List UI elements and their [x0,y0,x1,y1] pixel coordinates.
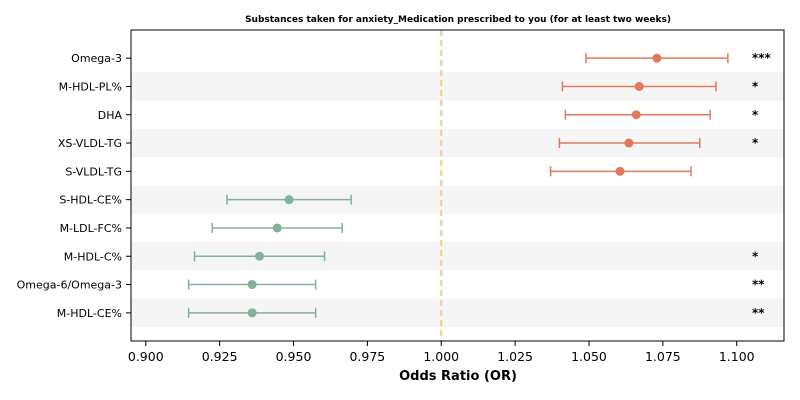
or-point [631,110,641,120]
x-tick-label: 0.975 [349,349,385,364]
markers [187,53,729,318]
or-point [634,81,644,91]
or-point [624,138,634,148]
ci-marker [187,307,317,318]
x-tick-label: 0.950 [276,349,312,364]
y-axis: Omega-3 M-HDL-PL% DHA XS-VLDL-TG S-VLDL-TG S-… [17,52,131,320]
ci-marker [561,81,717,92]
plot-frame [130,29,785,342]
or-point [247,308,257,318]
y-tick-label: DHA [98,109,123,122]
y-tick-label: Omega-3 [71,52,122,65]
chart-title: Substances taken for anxiety_Medication … [245,15,671,25]
significance-label: * [752,108,759,122]
y-tick-label: XS-VLDL-TG [58,137,122,150]
or-point [255,251,265,261]
x-axis-label: Odds Ratio (OR) [399,369,517,384]
x-tick-label: 1.025 [497,349,533,364]
y-tick-label: M-HDL-C% [64,250,122,263]
ci-marker [211,222,344,233]
y-tick-label: M-LDL-FC% [60,222,122,235]
significance-labels: *********** [752,51,772,320]
y-tick-label: M-HDL-CE% [57,307,122,320]
y-tick-label: S-HDL-CE% [59,194,122,207]
significance-label: * [752,79,759,93]
or-point [272,223,282,233]
y-tick-label: M-HDL-PL% [59,80,122,93]
significance-label: ** [752,278,765,292]
significance-label: * [752,136,759,150]
x-tick-label: 1.100 [719,349,755,364]
or-point [652,53,662,63]
ci-marker [585,53,729,64]
x-tick-label: 0.925 [202,349,238,364]
ci-marker [193,251,326,262]
ci-marker [226,194,352,205]
significance-label: * [752,249,759,263]
or-point [284,195,294,205]
or-point [247,280,257,290]
ci-marker [187,279,317,290]
ci-marker [549,166,692,177]
significance-label: ** [752,306,765,320]
ci-marker [564,109,711,120]
x-tick-label: 1.000 [423,349,459,364]
y-tick-label: S-VLDL-TG [65,165,122,178]
y-tick-label: Omega-6/Omega-3 [17,279,122,292]
x-tick-label: 1.075 [645,349,681,364]
x-axis: 0.900 0.925 0.950 0.975 1.000 1.025 1.050 1.075… [128,341,755,364]
x-tick-label: 0.900 [128,349,164,364]
significance-label: *** [752,51,772,65]
ci-marker [558,138,701,149]
or-point [615,166,625,176]
x-tick-label: 1.050 [571,349,607,364]
